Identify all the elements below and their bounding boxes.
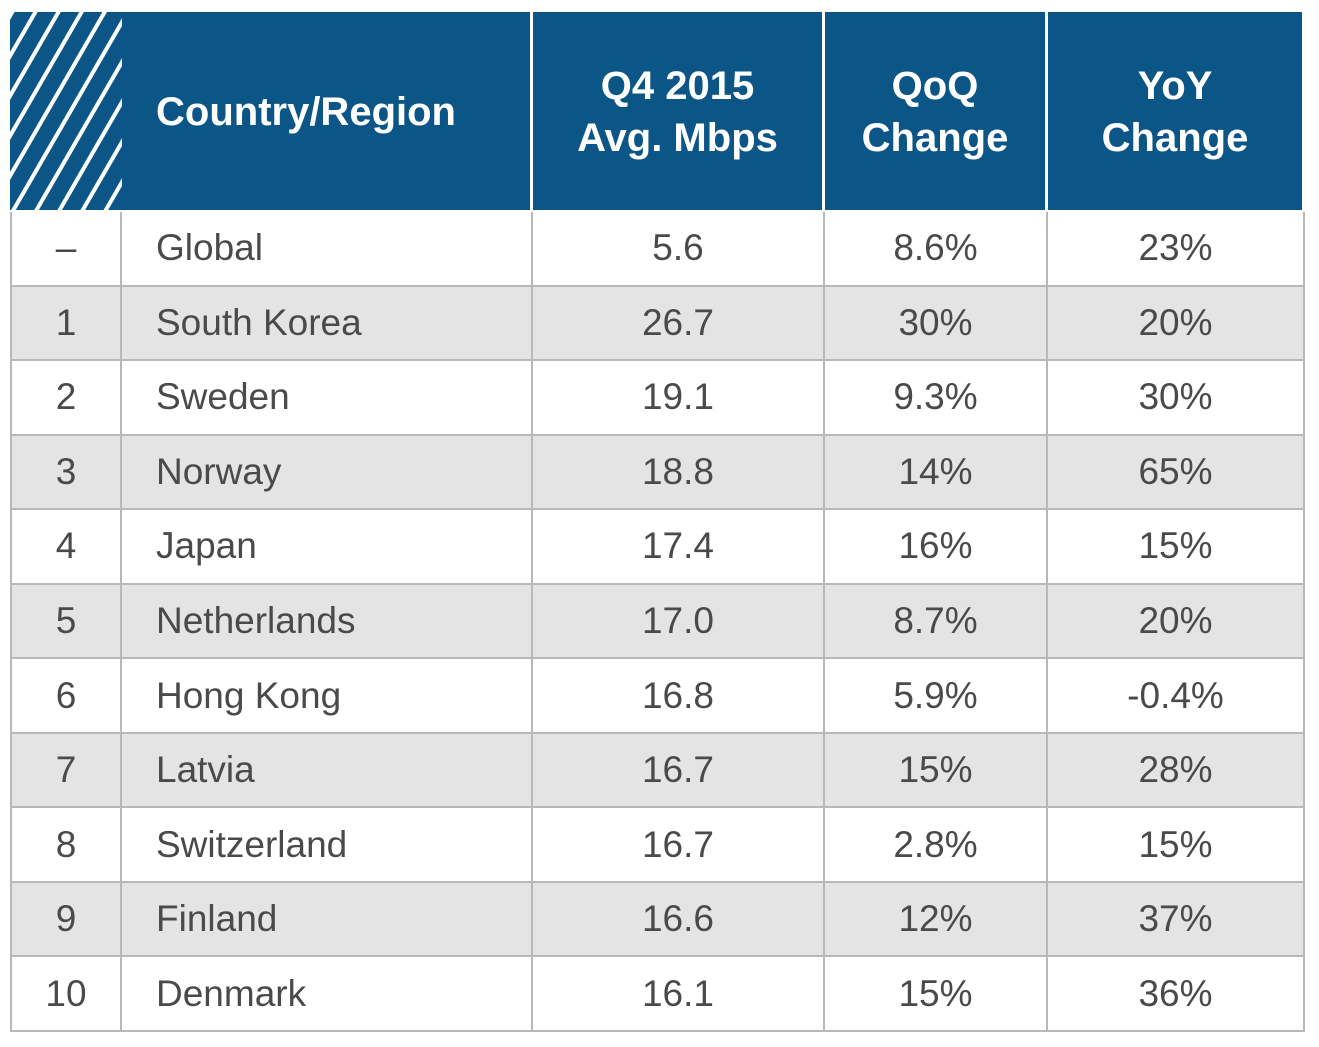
table-cell: 15% [825, 733, 1048, 809]
table-cell: 16.7 [533, 733, 825, 809]
table-cell: 30% [1048, 361, 1305, 436]
table-cell: 4 [10, 510, 122, 585]
header-text: Q4 2015 [600, 64, 755, 108]
table-cell: 9 [10, 882, 122, 958]
table-cell: 7 [10, 733, 122, 809]
header-text: Change [1101, 116, 1249, 160]
table-cell: 16.7 [533, 808, 825, 883]
header-text: QoQ [891, 64, 979, 108]
header-text: Country/Region [156, 90, 456, 134]
table-cell: 17.4 [533, 510, 825, 585]
table-cell: 18.8 [533, 435, 825, 511]
hatch-cell [10, 12, 122, 212]
table-cell: 5.9% [825, 659, 1048, 734]
table-cell: 5.6 [533, 212, 825, 287]
header-text: Avg. Mbps [577, 116, 778, 160]
table-cell: 15% [1048, 510, 1305, 585]
table-cell: Norway [122, 435, 533, 511]
table-cell: 8 [10, 808, 122, 883]
table-cell: 30% [825, 286, 1048, 362]
table-cell: 8.7% [825, 584, 1048, 660]
table-cell: 20% [1048, 584, 1305, 660]
table-cell: 9.3% [825, 361, 1048, 436]
table-cell: Switzerland [122, 808, 533, 883]
header-cell: YoY Change [1048, 12, 1305, 212]
table-cell: 15% [825, 957, 1048, 1032]
table-cell: 16.6 [533, 882, 825, 958]
table-cell: 8.6% [825, 212, 1048, 287]
header-text: Change [861, 116, 1009, 160]
table-cell: 16% [825, 510, 1048, 585]
header-cell: Q4 2015 Avg. Mbps [533, 12, 825, 212]
table-cell: Hong Kong [122, 659, 533, 734]
table-cell: Sweden [122, 361, 533, 436]
table-cell: Netherlands [122, 584, 533, 660]
table-cell: Global [122, 212, 533, 287]
table-cell: 37% [1048, 882, 1305, 958]
header-text: YoY [1137, 64, 1213, 108]
header-divider [10, 210, 1305, 212]
table-cell: 65% [1048, 435, 1305, 511]
table-cell: 15% [1048, 808, 1305, 883]
table-cell: 20% [1048, 286, 1305, 362]
table-cell: 16.8 [533, 659, 825, 734]
table-cell: 5 [10, 584, 122, 660]
table-cell: Denmark [122, 957, 533, 1032]
table-cell: 26.7 [533, 286, 825, 362]
header-cell: QoQ Change [825, 12, 1048, 212]
header-cell: Country/Region [122, 12, 533, 212]
table-cell: 6 [10, 659, 122, 734]
table-cell: South Korea [122, 286, 533, 362]
table-cell: 12% [825, 882, 1048, 958]
table-cell: Latvia [122, 733, 533, 809]
table-cell: 2 [10, 361, 122, 436]
table-cell: 3 [10, 435, 122, 511]
table-cell: 1 [10, 286, 122, 362]
table-cell: 2.8% [825, 808, 1048, 883]
table-cell: 19.1 [533, 361, 825, 436]
table-cell: 16.1 [533, 957, 825, 1032]
table-cell: -0.4% [1048, 659, 1305, 734]
table-cell: 14% [825, 435, 1048, 511]
table-cell: 36% [1048, 957, 1305, 1032]
table-cell: 23% [1048, 212, 1305, 287]
table-cell: 17.0 [533, 584, 825, 660]
table-cell: Japan [122, 510, 533, 585]
table-cell: Finland [122, 882, 533, 958]
table-cell: 28% [1048, 733, 1305, 809]
table-cell: 10 [10, 957, 122, 1032]
table-cell: – [10, 212, 122, 287]
